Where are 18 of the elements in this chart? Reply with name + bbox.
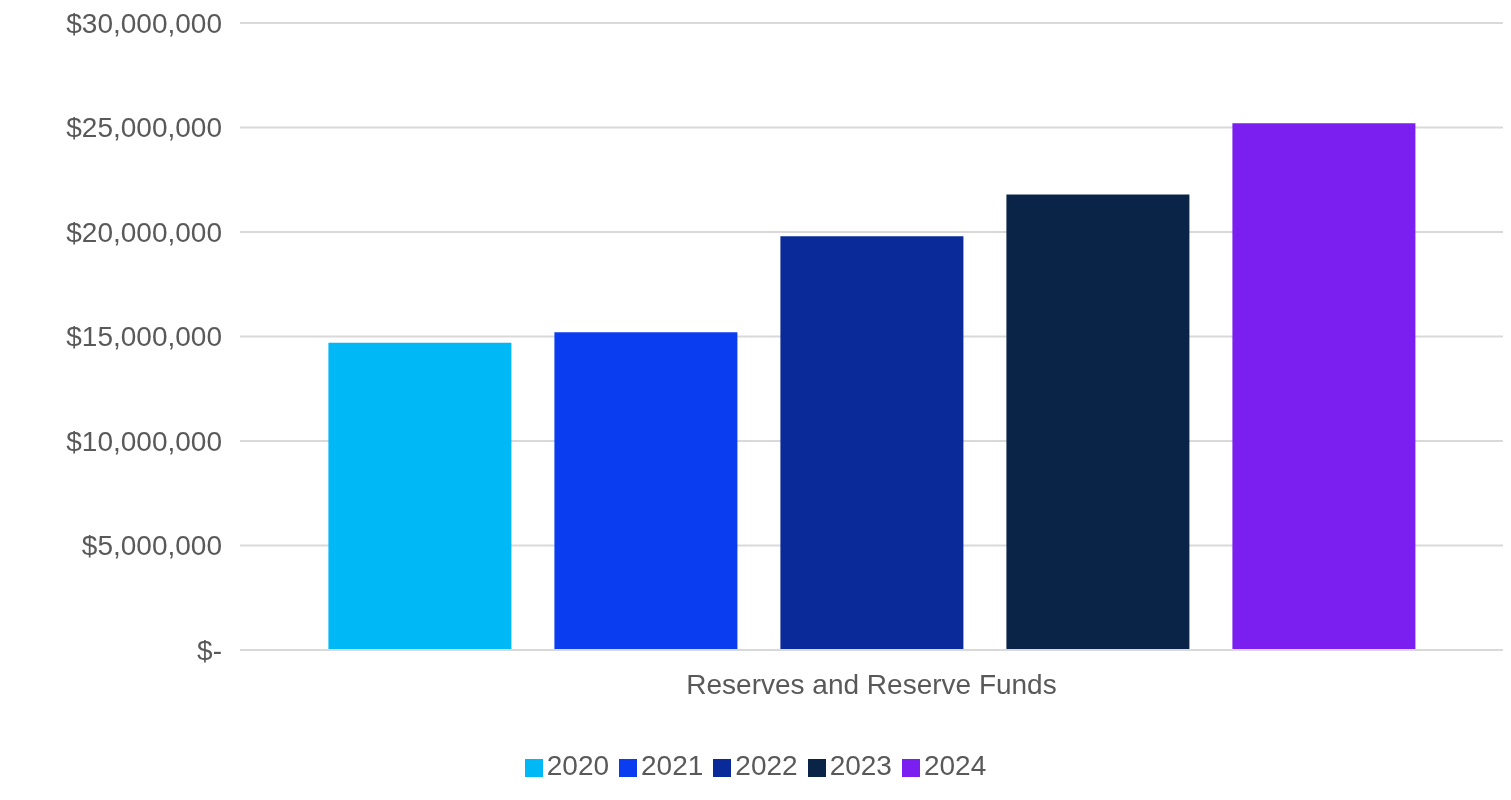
bar	[1006, 194, 1190, 650]
bar	[328, 342, 512, 650]
x-tick-label: Reserves and Reserve Funds	[686, 668, 1057, 700]
legend-label: 2021	[641, 750, 704, 781]
bar	[1232, 123, 1416, 650]
y-tick-label: $-	[197, 634, 222, 666]
legend-label: 2022	[735, 750, 798, 781]
legend-label: 2024	[923, 750, 987, 781]
y-tick-label: $15,000,000	[66, 321, 222, 353]
bar	[554, 332, 738, 650]
y-tick-label: $30,000,000	[66, 7, 222, 39]
legend-label: 2020	[546, 750, 610, 781]
legend-label: 2023	[829, 750, 892, 781]
bar	[780, 236, 964, 650]
y-tick-label: $20,000,000	[66, 216, 222, 248]
y-tick-label: $10,000,000	[66, 425, 222, 457]
y-tick-label: $25,000,000	[66, 112, 222, 144]
y-tick-label: $5,000,000	[81, 530, 222, 562]
